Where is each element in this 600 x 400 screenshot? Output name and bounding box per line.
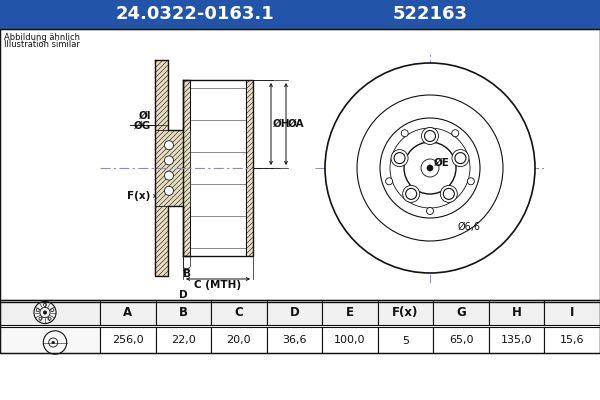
Bar (322, 300, 378, 325)
Bar (378, 300, 433, 325)
Circle shape (401, 130, 408, 137)
Text: E: E (346, 306, 354, 319)
Bar (155, 130, 183, 206)
Bar (544, 327, 600, 353)
Text: H: H (512, 306, 521, 319)
Circle shape (357, 95, 503, 241)
Circle shape (403, 185, 419, 202)
Text: 65,0: 65,0 (449, 336, 473, 346)
Circle shape (425, 130, 436, 142)
Bar (0, 0, 600, 29)
Bar (378, 327, 433, 353)
Text: Illustration similar: Illustration similar (4, 40, 80, 49)
Text: 24.0322-0163.1: 24.0322-0163.1 (116, 5, 274, 23)
Text: ØE: ØE (434, 158, 450, 168)
Bar (155, 206, 168, 276)
Bar (100, 300, 155, 325)
Bar (433, 327, 489, 353)
Bar (211, 327, 266, 353)
Circle shape (427, 165, 433, 171)
Text: 522163: 522163 (392, 5, 467, 23)
Circle shape (325, 63, 535, 273)
Circle shape (390, 128, 470, 208)
Bar (211, 300, 266, 325)
Text: C: C (235, 306, 243, 319)
Text: D: D (290, 306, 299, 319)
Circle shape (386, 178, 392, 185)
Bar (155, 60, 168, 130)
Circle shape (421, 159, 439, 177)
Text: F(x): F(x) (127, 191, 150, 201)
Circle shape (443, 188, 454, 199)
Circle shape (164, 141, 173, 150)
Circle shape (43, 311, 47, 314)
Bar (0, 327, 100, 353)
Text: B: B (182, 269, 191, 279)
Text: 135,0: 135,0 (501, 336, 532, 346)
Bar (155, 327, 211, 353)
Bar (322, 327, 378, 353)
Circle shape (391, 150, 408, 167)
Text: 36,6: 36,6 (282, 336, 307, 346)
Bar (0, 302, 600, 353)
Circle shape (455, 153, 466, 164)
Text: 15,6: 15,6 (560, 336, 584, 346)
Bar (266, 327, 322, 353)
Circle shape (164, 156, 173, 165)
Text: ØI: ØI (139, 111, 151, 121)
Text: 5: 5 (402, 336, 409, 346)
Text: C (MTH): C (MTH) (194, 280, 242, 290)
Circle shape (427, 208, 433, 214)
Bar (100, 327, 155, 353)
Circle shape (52, 341, 55, 344)
Circle shape (452, 130, 459, 137)
Circle shape (421, 128, 439, 144)
Bar (433, 300, 489, 325)
Text: I: I (570, 306, 574, 319)
Bar (489, 300, 544, 325)
Bar (0, 29, 600, 300)
Text: F(x): F(x) (392, 306, 419, 319)
Bar (0, 29, 600, 300)
Circle shape (164, 171, 173, 180)
Text: D: D (179, 290, 187, 300)
Bar (0, 300, 100, 325)
Bar (266, 300, 322, 325)
Text: Ø6,6: Ø6,6 (458, 222, 481, 232)
Text: 20,0: 20,0 (227, 336, 251, 346)
Circle shape (404, 142, 456, 194)
Bar (489, 327, 544, 353)
Circle shape (164, 186, 173, 195)
Text: 256,0: 256,0 (112, 336, 143, 346)
Text: ØG: ØG (134, 121, 151, 131)
Circle shape (394, 153, 405, 164)
Bar (190, 80, 246, 256)
Circle shape (467, 178, 475, 185)
Bar (246, 80, 253, 256)
Text: G: G (456, 306, 466, 319)
Circle shape (440, 185, 457, 202)
Text: Abbildung ähnlich: Abbildung ähnlich (4, 33, 80, 42)
Circle shape (380, 118, 480, 218)
Bar (183, 80, 190, 256)
Circle shape (406, 188, 416, 199)
Text: A: A (123, 306, 133, 319)
Text: ØA: ØA (288, 119, 305, 129)
Text: ØH: ØH (273, 119, 290, 129)
Text: B: B (179, 306, 188, 319)
Bar (544, 300, 600, 325)
Text: 100,0: 100,0 (334, 336, 366, 346)
Bar (155, 300, 211, 325)
Text: 22,0: 22,0 (171, 336, 196, 346)
Circle shape (452, 150, 469, 167)
